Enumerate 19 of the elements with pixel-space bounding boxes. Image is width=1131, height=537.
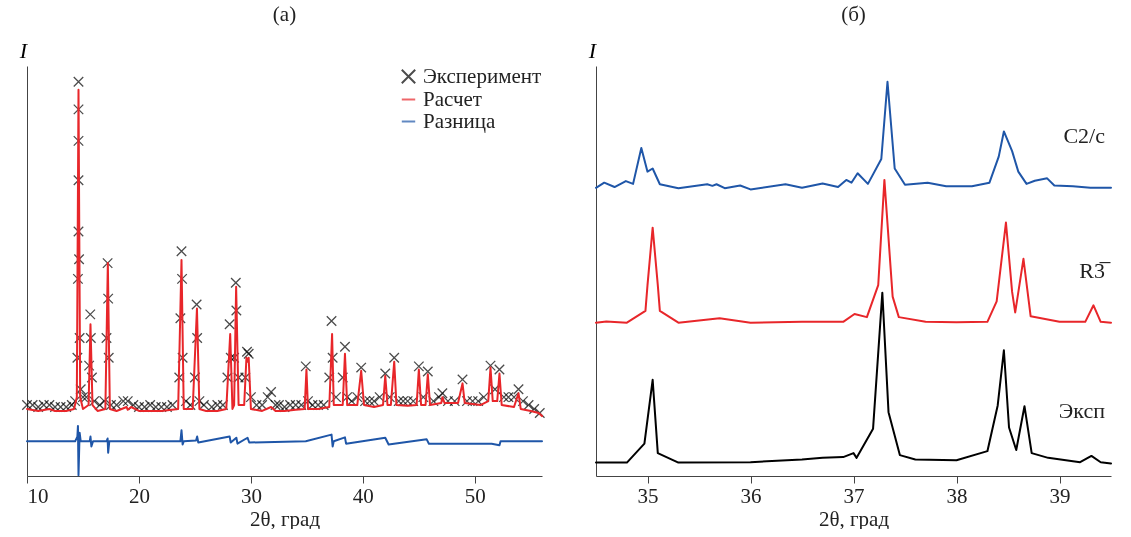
series-label: R3̅ <box>1079 257 1111 283</box>
x-tick-label: 30 <box>240 483 262 508</box>
legend-label: Разница <box>423 108 497 133</box>
series-label: C2/c <box>1063 122 1106 148</box>
x-tick-label: 40 <box>352 483 374 508</box>
legend-label: Эксперимент <box>423 63 542 88</box>
x-tick-label: 35 <box>637 483 659 508</box>
chart-title: (а) <box>272 2 297 26</box>
x-tick-label: 37 <box>843 483 865 508</box>
y-axis-title: I <box>587 37 598 63</box>
x-tick-label: 36 <box>740 483 762 508</box>
x-tick-label: 20 <box>128 483 150 508</box>
y-axis-title: I <box>18 37 29 63</box>
series-label: Эксп <box>1058 398 1106 424</box>
x-tick-label: 39 <box>1049 483 1071 508</box>
x-tick-label: 50 <box>464 483 486 508</box>
x-tick-label: 10 <box>27 483 49 508</box>
chart-title: (б) <box>841 2 866 26</box>
x-tick-label: 38 <box>946 483 968 508</box>
